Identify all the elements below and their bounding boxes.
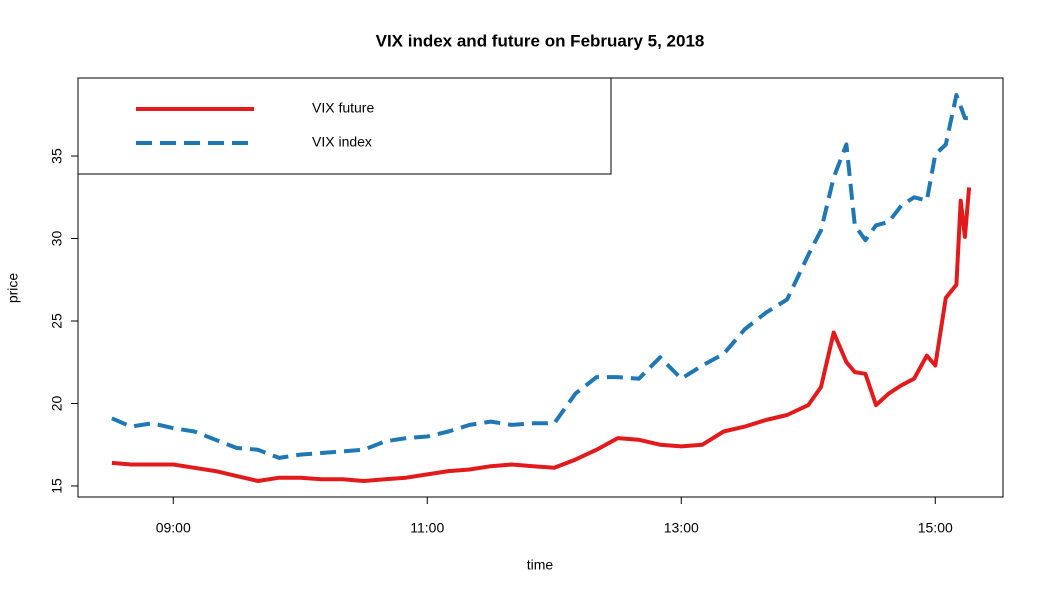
x-tick-label: 13:00 [664,520,699,536]
y-tick-label: 30 [49,231,65,247]
x-tick-label: 09:00 [156,520,191,536]
y-tick-label: 25 [49,313,65,329]
y-tick-label: 15 [49,478,65,494]
x-tick-label: 15:00 [918,520,953,536]
y-tick-label: 35 [49,148,65,164]
legend-label: VIX index [312,134,372,150]
series-line [111,187,972,483]
chart-title: VIX index and future on February 5, 2018 [376,31,705,50]
series-line [111,93,970,460]
legend-label: VIX future [312,100,374,116]
x-axis-label: time [527,557,554,573]
y-axis-label: price [5,273,21,304]
x-tick-label: 11:00 [410,520,444,536]
y-tick-label: 20 [49,395,65,411]
legend-box [77,77,612,175]
